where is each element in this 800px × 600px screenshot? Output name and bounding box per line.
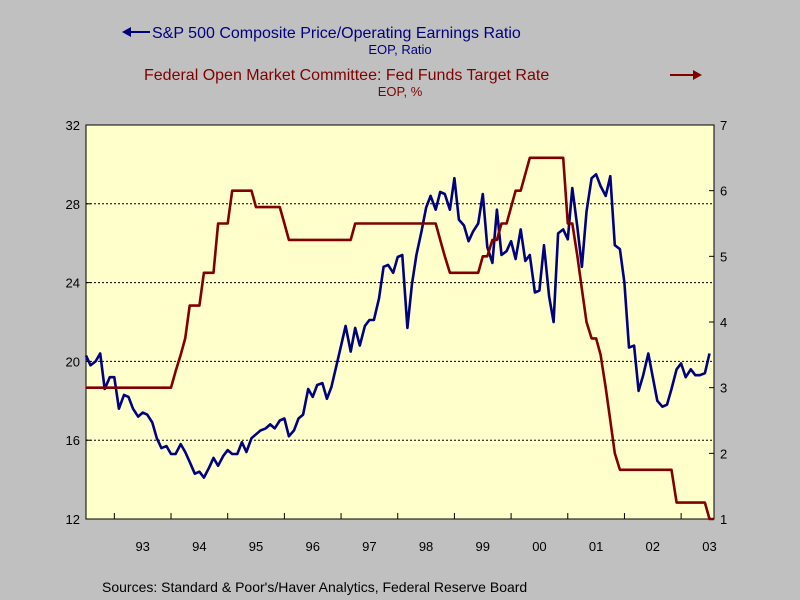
legend-fedfunds-title: Federal Open Market Committee: Fed Funds…	[144, 67, 549, 84]
x-tick-label: 02	[646, 539, 660, 554]
x-axis: 93 94 95 96 97 98 99 00 01 02 03	[113, 513, 717, 554]
right-tick-label: 6	[720, 184, 727, 199]
right-tick-label: 5	[720, 249, 727, 264]
left-axis: 12 16 20 24 28 32	[66, 118, 91, 527]
right-axis: 1 2 3 4 5 6 7	[709, 118, 727, 527]
legend-sp500-units: EOP, Ratio	[368, 42, 431, 57]
x-tick-label: 96	[305, 539, 319, 554]
right-tick-label: 1	[720, 512, 727, 527]
left-tick-label: 20	[66, 354, 80, 369]
x-tick-label: 03	[702, 539, 716, 554]
left-tick-label: 28	[66, 197, 80, 212]
series-lines	[84, 156, 714, 521]
right-arrow-icon	[693, 70, 702, 80]
left-tick-label: 12	[66, 512, 80, 527]
x-tick-label: 01	[589, 539, 603, 554]
x-tick-label: 00	[532, 539, 546, 554]
sp500-pe-line	[84, 173, 711, 479]
left-tick-label: 16	[66, 433, 80, 448]
legend-sp500: S&P 500 Composite Price/Operating Earnin…	[122, 25, 521, 57]
x-tick-label: 94	[192, 539, 206, 554]
gridlines	[86, 203, 714, 441]
sources-note: Sources: Standard & Poor's/Haver Analyti…	[102, 579, 527, 595]
left-arrow-icon	[122, 27, 131, 37]
x-tick-label: 99	[476, 539, 490, 554]
legend-fedfunds-units: EOP, %	[378, 84, 423, 99]
right-tick-label: 3	[720, 381, 727, 396]
x-tick-label: 95	[249, 539, 263, 554]
right-tick-label: 4	[720, 315, 727, 330]
right-tick-label: 2	[720, 446, 727, 461]
fed-funds-line	[86, 156, 714, 521]
x-tick-label: 93	[135, 539, 149, 554]
right-tick-label: 7	[720, 118, 727, 133]
left-tick-label: 24	[66, 276, 80, 291]
plot-area	[85, 124, 715, 520]
legend-sp500-title: S&P 500 Composite Price/Operating Earnin…	[152, 25, 521, 42]
legend-fedfunds: Federal Open Market Committee: Fed Funds…	[144, 67, 702, 99]
x-tick-label: 97	[362, 539, 376, 554]
left-tick-label: 32	[66, 118, 80, 133]
x-tick-label: 98	[419, 539, 433, 554]
